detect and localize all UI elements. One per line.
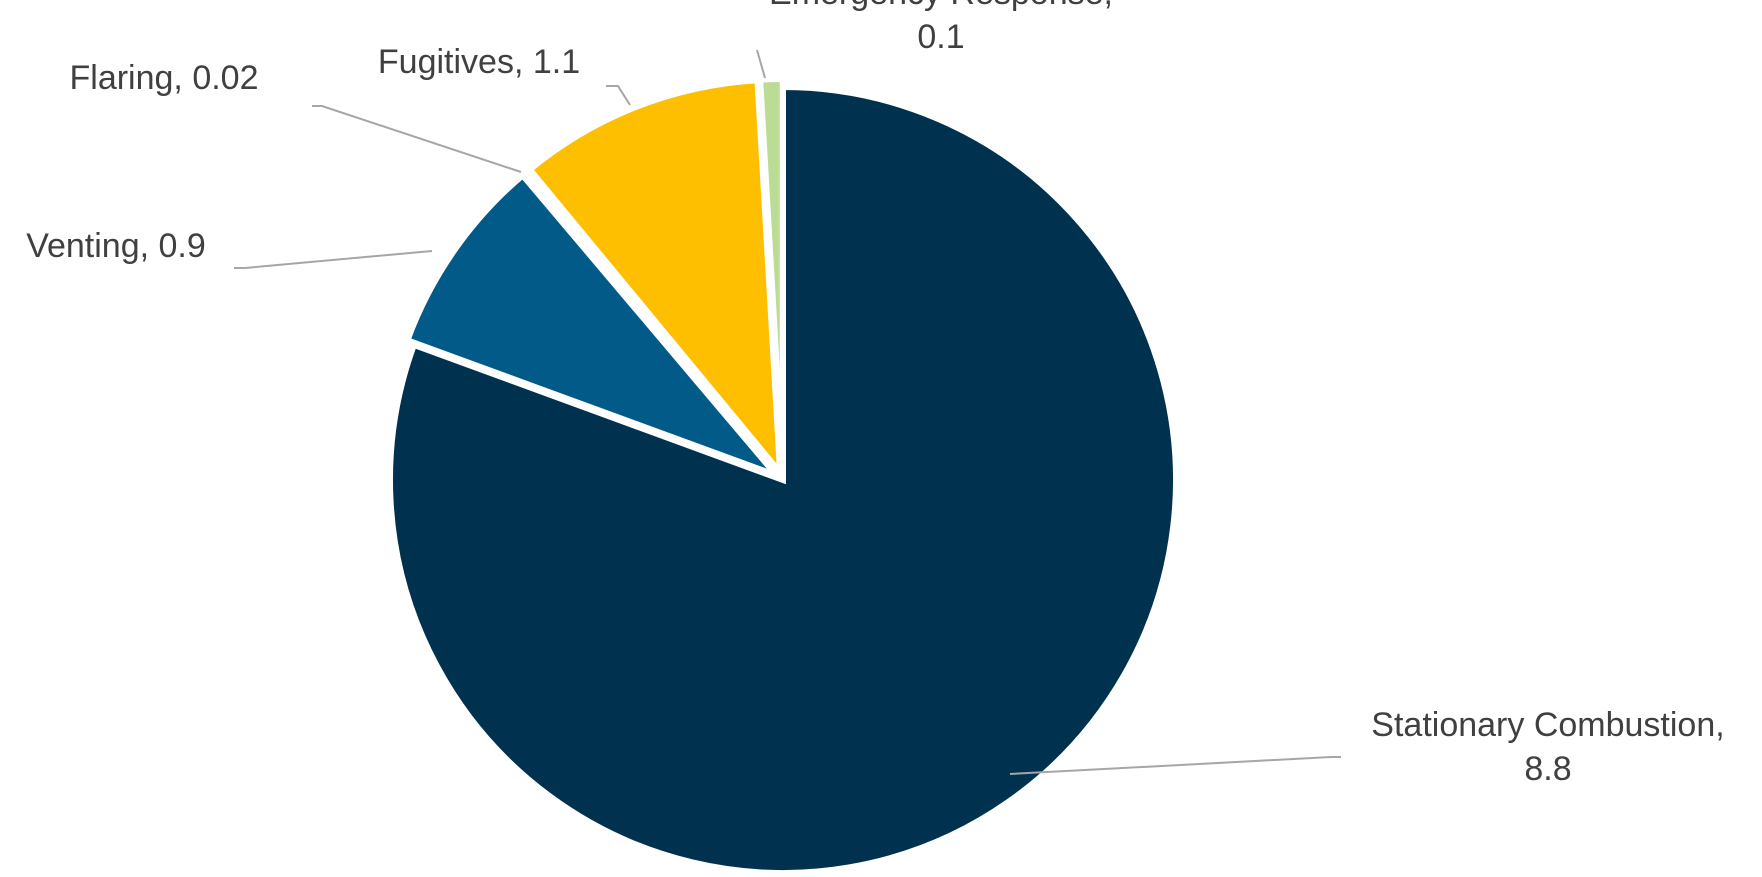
leader-lines-layer [234,49,1341,775]
labels-layer: Stationary Combustion, 8.8 Venting, 0.9 Fla… [26,0,1725,788]
data-label-line: 8.8 [1524,750,1571,788]
leader-line-emergency-response [756,49,766,79]
data-label-line: 0.1 [917,18,964,56]
data-label-line: Venting, 0.9 [26,227,206,265]
data-label-line: Stationary Combustion, [1371,706,1724,744]
leader-line-stationary-combustion [1009,756,1341,775]
pie-slice-fugitives [525,77,784,482]
data-label-stationary-combustion: Stationary Combustion, 8.8 [1371,706,1724,788]
leader-line-venting [234,250,433,269]
data-label-line: Flaring, 0.02 [70,59,259,97]
data-label-fugitives: Fugitives, 1.1 [378,43,580,81]
data-label-line: Fugitives, 1.1 [378,43,580,81]
pie-slice-venting [403,171,787,483]
data-label-venting: Venting, 0.9 [26,227,206,265]
data-label-flaring: Flaring, 0.02 [70,59,259,97]
data-label-line: Emergency Response, [769,0,1113,12]
data-label-emergency-response: Emergency Response, 0.1 [769,0,1113,56]
slices-layer [387,76,1179,876]
leader-line-flaring [312,105,522,173]
pie-slice-emergency-response [757,76,786,473]
leader-line-fugitives [606,85,631,106]
